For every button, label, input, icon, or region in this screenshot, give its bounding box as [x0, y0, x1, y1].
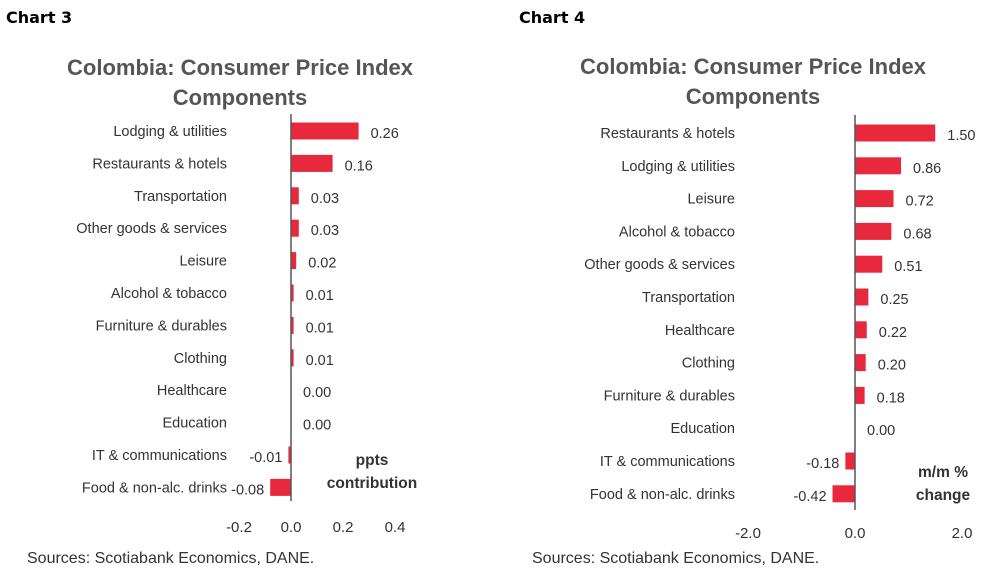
data-label: 0.72: [906, 194, 934, 210]
category-label: Leisure: [179, 254, 227, 270]
category-label: IT & communications: [92, 448, 227, 464]
category-label: Leisure: [687, 192, 735, 208]
source-note: Sources: Scotiabank Economics, DANE.: [532, 550, 819, 567]
data-label: 0.22: [879, 325, 907, 341]
data-label: 1.50: [947, 128, 975, 144]
category-label: Other goods & services: [76, 221, 227, 237]
category-label: Restaurants & hotels: [600, 126, 735, 142]
bar: [855, 288, 869, 306]
data-label: 0.01: [306, 320, 334, 336]
data-label: 0.00: [303, 418, 331, 434]
chart-3-label: Chart 3: [6, 8, 73, 27]
chart-title-line: Components: [173, 85, 307, 110]
bar: [291, 154, 333, 172]
bar: [288, 446, 291, 464]
data-label: 0.68: [903, 226, 931, 242]
chart-4-label: Chart 4: [519, 8, 586, 27]
chart-3-panel: Chart 3 Colombia: Consumer Price Index Co…: [6, 8, 417, 567]
chart-title-line: Components: [686, 84, 820, 109]
category-label: Lodging & utilities: [621, 159, 735, 175]
bar: [845, 452, 855, 470]
bar: [291, 219, 299, 237]
category-label: Lodging & utilities: [113, 124, 227, 140]
category-label: Healthcare: [665, 323, 735, 339]
data-label: 0.26: [371, 126, 399, 142]
bar: [855, 124, 936, 142]
bar: [291, 187, 299, 205]
data-label: 0.18: [877, 390, 905, 406]
category-label: Restaurants & hotels: [92, 156, 227, 172]
data-label: 0.16: [345, 158, 373, 174]
data-label: -0.08: [231, 482, 264, 498]
category-label: Clothing: [174, 351, 227, 367]
chart-3-svg: Colombia: Consumer Price Index Components…: [27, 55, 417, 567]
category-label: Furniture & durables: [604, 388, 735, 404]
data-label: 0.00: [303, 385, 331, 401]
bar: [832, 485, 855, 503]
source-note: Sources: Scotiabank Economics, DANE.: [27, 550, 314, 567]
chart-title-line: Colombia: Consumer Price Index: [580, 54, 927, 79]
x-tick-label: 0.2: [333, 519, 354, 536]
data-label: 0.02: [308, 256, 336, 272]
x-tick-label: -2.0: [735, 525, 761, 542]
category-label: IT & communications: [600, 454, 735, 470]
data-label: 0.20: [878, 358, 906, 374]
chart-4-panel: Chart 4 Colombia: Consumer Price Index Co…: [497, 0, 994, 579]
data-label: 0.86: [913, 161, 941, 177]
category-label: Furniture & durables: [96, 318, 227, 334]
data-label: 0.00: [867, 423, 895, 439]
data-label: 0.01: [306, 288, 334, 304]
data-label: -0.18: [806, 456, 839, 472]
bar: [291, 316, 294, 334]
bar: [291, 122, 359, 140]
data-label: 0.01: [306, 353, 334, 369]
category-label: Education: [163, 416, 228, 432]
bar: [855, 222, 892, 240]
bar: [855, 255, 883, 273]
category-label: Healthcare: [157, 383, 227, 399]
unit-label: ppts: [356, 452, 389, 469]
data-label: 0.25: [880, 292, 908, 308]
x-tick-label: 2.0: [952, 525, 973, 542]
x-tick-label: 0.0: [845, 525, 866, 542]
data-label: -0.42: [793, 489, 826, 505]
chart-4-svg: Colombia: Consumer Price Index Components…: [532, 54, 975, 567]
x-tick-label: 0.4: [385, 519, 406, 536]
bar: [291, 284, 294, 302]
category-label: Transportation: [642, 290, 735, 306]
bar: [855, 386, 865, 404]
category-label: Food & non-alc. drinks: [590, 487, 735, 503]
bar: [270, 478, 291, 496]
chart-title-line: Colombia: Consumer Price Index: [67, 55, 414, 80]
unit-label: m/m %: [918, 464, 968, 481]
bar: [855, 157, 902, 175]
data-label: -0.01: [249, 450, 282, 466]
x-tick-label: -0.2: [226, 519, 252, 536]
data-label: 0.51: [894, 259, 922, 275]
bar: [855, 354, 866, 372]
category-label: Clothing: [682, 356, 735, 372]
data-label: 0.03: [311, 223, 339, 239]
unit-label: change: [916, 487, 971, 504]
category-label: Transportation: [134, 189, 227, 205]
category-label: Alcohol & tobacco: [111, 286, 227, 302]
bar: [855, 321, 867, 339]
category-label: Other goods & services: [584, 257, 735, 273]
x-tick-label: 0.0: [281, 519, 302, 536]
data-label: 0.03: [311, 191, 339, 207]
category-label: Education: [671, 421, 736, 437]
bar: [291, 349, 294, 367]
bar: [291, 252, 297, 270]
category-label: Alcohol & tobacco: [619, 224, 735, 240]
unit-label: contribution: [327, 475, 417, 492]
bar: [855, 190, 894, 208]
category-label: Food & non-alc. drinks: [82, 480, 227, 496]
